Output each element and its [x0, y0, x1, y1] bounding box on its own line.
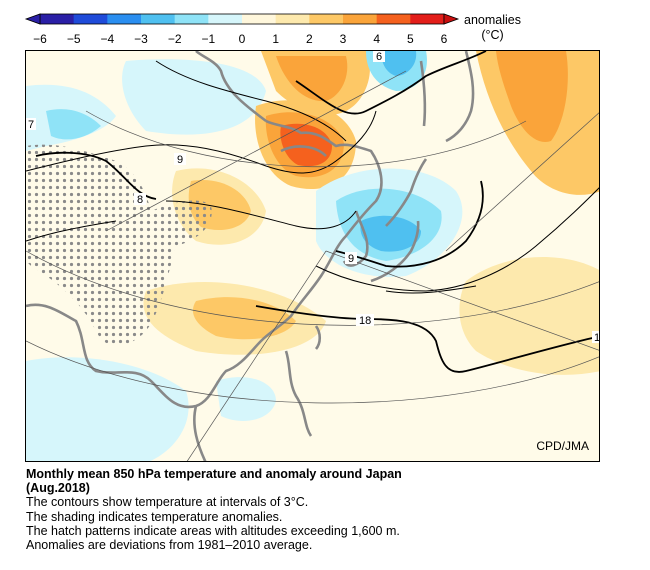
- meridian-line: [325, 250, 599, 351]
- contour-line: [315, 187, 599, 292]
- colorbar-tick-label: 3: [340, 32, 347, 46]
- coastlines: [26, 51, 475, 461]
- contour-label-3: 8: [134, 193, 146, 206]
- colorbar-swatches: [39, 13, 445, 25]
- colorbar-swatch: [107, 14, 142, 24]
- caption-date: (Aug.2018): [26, 481, 90, 496]
- caption-line-shading: The shading indicates temperature anomal…: [26, 509, 283, 524]
- contour-line: [385, 285, 477, 294]
- colorbar-tick-label: −3: [134, 32, 148, 46]
- colorbar-tick-label: −4: [100, 32, 114, 46]
- colorbar-swatch: [208, 14, 243, 24]
- meridian-line: [445, 112, 599, 252]
- contour-line: [35, 151, 157, 200]
- parallel-line: [26, 250, 599, 326]
- colorbar-tick-label: 1: [272, 32, 279, 46]
- caption-line-contours: The contours show temperature at interva…: [26, 495, 309, 510]
- contour-line: [26, 220, 117, 242]
- warm-anomaly-north-core: [276, 56, 348, 102]
- colorbar-tick-label: −5: [67, 32, 81, 46]
- colorbar-swatch: [242, 14, 277, 24]
- colorbar-swatch: [40, 14, 75, 24]
- coastline-lake: [280, 145, 327, 157]
- contour-line: [255, 305, 599, 373]
- contour-label-5: 9: [345, 252, 357, 265]
- map-credit: CPD/JMA: [536, 439, 589, 453]
- coastline-taiwan: [314, 325, 322, 350]
- colorbar-tick-label: 6: [441, 32, 448, 46]
- coastline-asia: [26, 119, 383, 409]
- graticule: [26, 70, 599, 461]
- contour-label-text: 18: [359, 315, 371, 327]
- anomaly-shading: [26, 51, 599, 461]
- contour-label-1: 6: [373, 51, 385, 63]
- contour-line: [165, 200, 357, 230]
- colorbar-swatch: [141, 14, 176, 24]
- coastline-indochina: [193, 405, 207, 461]
- coastline-korea: [342, 210, 369, 267]
- contour-line: [335, 180, 484, 268]
- cool-anomaly-okhotsk-core: [381, 51, 417, 76]
- meridian-line: [105, 70, 407, 232]
- parallel-line: [26, 340, 599, 404]
- contour-label-text: 9: [348, 253, 354, 265]
- high-terrain-hatch: [26, 144, 212, 346]
- colorbar-tick-label: 0: [239, 32, 246, 46]
- colorbar-unit-title: anomalies: [464, 13, 521, 27]
- anomaly-map: 6 7 8 9 9 18 1 CPD/JMA: [25, 50, 600, 462]
- colorbar-tick-label: −1: [201, 32, 215, 46]
- contour-line: [295, 51, 487, 115]
- cool-anomaly-north: [122, 59, 266, 135]
- contour-label-text: 9: [177, 154, 183, 166]
- cool-anomaly-japan-sea-core: [360, 215, 421, 252]
- contour-line: [26, 110, 377, 174]
- colorbar-tick-label: 5: [407, 32, 414, 46]
- colorbar-swatch: [309, 14, 344, 24]
- colorbar-tick-label: −6: [33, 32, 47, 46]
- colorbar-low-arrow: [24, 13, 41, 25]
- colorbar-swatch: [410, 14, 445, 24]
- colorbar-swatch: [174, 14, 209, 24]
- caption-line-hatch: The hatch patterns indicate areas with a…: [26, 523, 400, 538]
- coastline-japan: [370, 158, 428, 283]
- colorbar-swatch: [376, 14, 411, 24]
- meridian-line: [186, 250, 327, 461]
- colorbar-high-arrow: [443, 13, 460, 25]
- caption-line-baseline: Anomalies are deviations from 1981–2010 …: [26, 538, 313, 553]
- coastline-sakhalin: [419, 60, 427, 127]
- colorbar-swatch: [73, 14, 108, 24]
- caption-title: Monthly mean 850 hPa temperature and ano…: [26, 467, 402, 481]
- map-caption: Monthly mean 850 hPa temperature and ano…: [26, 467, 626, 552]
- contour-label-text: 7: [28, 119, 34, 131]
- contour-label-2: 7: [26, 118, 36, 131]
- map-canvas: 6 7 8 9 9 18 1: [26, 51, 600, 461]
- coastline-russia: [195, 51, 267, 123]
- colorbar-tick-label: −2: [168, 32, 182, 46]
- parallel-line: [85, 110, 527, 168]
- colorbar-tick-label: 2: [306, 32, 313, 46]
- colorbar-tick-labels: −6 −5 −4 −3 −2 −1 0 1 2 3 4 5 6: [33, 32, 448, 46]
- contour-line: [155, 60, 347, 142]
- contour-label-6: 18: [356, 314, 374, 327]
- contour-label-text: 6: [376, 51, 382, 63]
- contour-label-text: 8: [137, 194, 143, 206]
- contour-label-4: 9: [174, 153, 186, 166]
- coastline-kamchatka: [445, 51, 475, 143]
- contour-label-text: 1: [594, 332, 600, 344]
- colorbar-tick-label: 4: [373, 32, 380, 46]
- colorbar-swatch: [343, 14, 378, 24]
- colorbar-swatch: [275, 14, 310, 24]
- contour-label-7: 1: [592, 331, 600, 344]
- colorbar-unit: anomalies (°C): [464, 13, 521, 43]
- temperature-contours: [26, 51, 599, 373]
- warm-anomaly-pacific-inner: [496, 51, 568, 142]
- cool-anomaly-west-core: [46, 109, 101, 140]
- contour-labels: 6 7 8 9 9 18 1: [26, 51, 600, 344]
- coastline-philippines: [284, 350, 313, 437]
- colorbar-unit-text: (°C): [481, 28, 504, 42]
- anomaly-colorbar: −6 −5 −4 −3 −2 −1 0 1 2 3 4 5 6: [24, 13, 460, 46]
